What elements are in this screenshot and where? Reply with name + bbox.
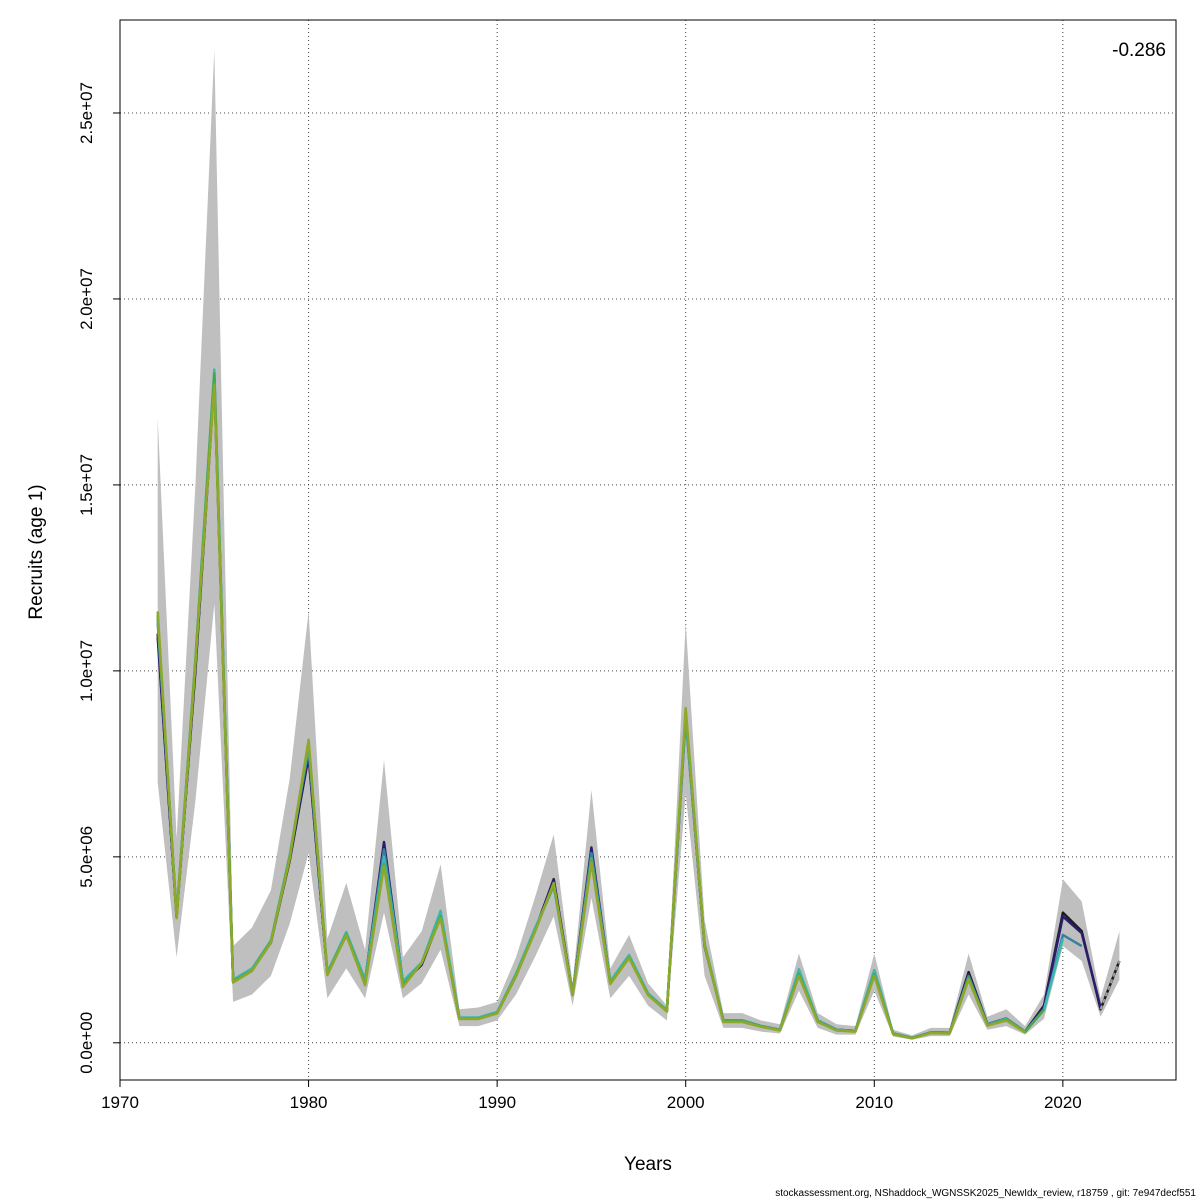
x-tick-label: 2010 — [855, 1093, 893, 1112]
x-tick-label: 1970 — [101, 1093, 139, 1112]
series-line-3 — [156, 372, 1083, 1040]
confidence-band — [157, 49, 1120, 1040]
y-tick-label: 2.0e+07 — [77, 268, 96, 330]
x-tick-label: 1980 — [290, 1093, 328, 1112]
grid-lines — [120, 20, 1176, 1080]
plot-frame — [119, 19, 1177, 1081]
x-axis: 1970 1980 1990 2000 2010 2020 — [101, 1080, 1082, 1112]
x-tick-label: 2000 — [667, 1093, 705, 1112]
y-axis: 0.0e+00 5.0e+06 1.0e+07 1.5e+07 2.0e+07 2.5e+… — [77, 82, 120, 1074]
series-line-4 — [156, 368, 1065, 1040]
confidence-band-layer — [157, 49, 1120, 1040]
x-tick-label: 2020 — [1044, 1093, 1082, 1112]
series-layer — [156, 368, 1121, 1040]
footer-credit: stockassessment.org, NShaddock_WGNSSK202… — [775, 1188, 1196, 1199]
y-tick-label: 1.0e+07 — [77, 640, 96, 702]
x-axis-title: Years — [624, 1154, 672, 1175]
y-tick-label: 5.0e+06 — [77, 826, 96, 888]
y-tick-label: 1.5e+07 — [77, 454, 96, 516]
series-line-6 — [156, 383, 1026, 1040]
correlation-annotation: -0.286 — [1112, 40, 1166, 61]
y-tick-label: 2.5e+07 — [77, 82, 96, 144]
x-tick-label: 1990 — [478, 1093, 516, 1112]
y-tick-label: 0.0e+00 — [77, 1012, 96, 1074]
series-line-7 — [1099, 960, 1121, 1010]
y-axis-title: Recruits (age 1) — [26, 484, 47, 619]
